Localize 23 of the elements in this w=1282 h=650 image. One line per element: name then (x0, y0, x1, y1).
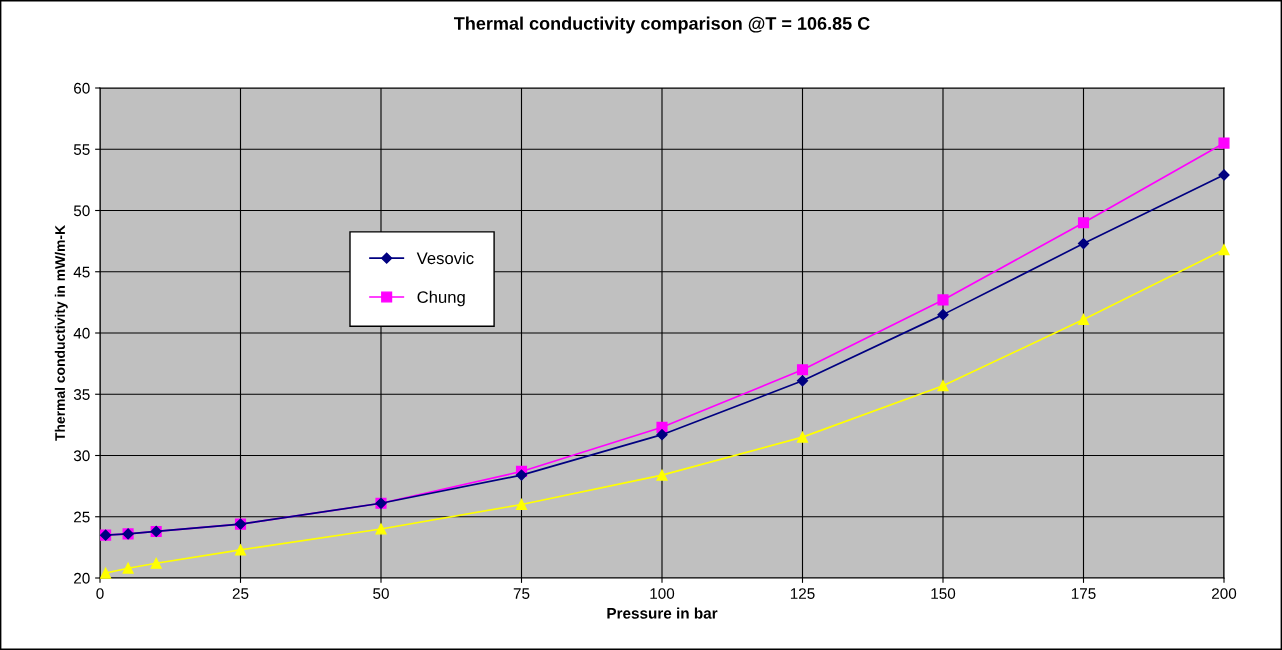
y-axis-title: Thermal conductivity in mW/m-K (54, 225, 68, 441)
y-tick-label: 25 (74, 511, 90, 523)
x-tick-label: 175 (1071, 588, 1096, 599)
y-tick-label: 55 (73, 144, 90, 155)
y-tick-label: 35 (73, 389, 90, 400)
y-tick-label: 40 (73, 327, 90, 339)
x-axis-title: Pressure in bar (607, 607, 718, 619)
y-tick-label: 30 (73, 450, 90, 462)
x-tick-label: 200 (1212, 588, 1237, 599)
x-tick-label: 25 (232, 588, 249, 599)
x-tick-label: 75 (513, 588, 530, 599)
chart-title: Thermal conductivity comparison @T = 106.85 C (453, 16, 870, 34)
x-tick-label: 50 (373, 588, 389, 599)
legend-label: Chung (417, 290, 465, 307)
x-tick-label: 125 (790, 588, 815, 599)
y-tick-label: 60 (74, 82, 90, 94)
x-tick-label: 150 (931, 588, 956, 599)
y-tick-label: 50 (73, 205, 90, 217)
y-tick-label: 45 (73, 266, 90, 278)
y-tick-label: 20 (74, 572, 90, 584)
legend-label: Vesovic (416, 251, 474, 265)
x-tick-label: 0 (96, 588, 104, 599)
x-tick-label: 100 (650, 588, 675, 599)
